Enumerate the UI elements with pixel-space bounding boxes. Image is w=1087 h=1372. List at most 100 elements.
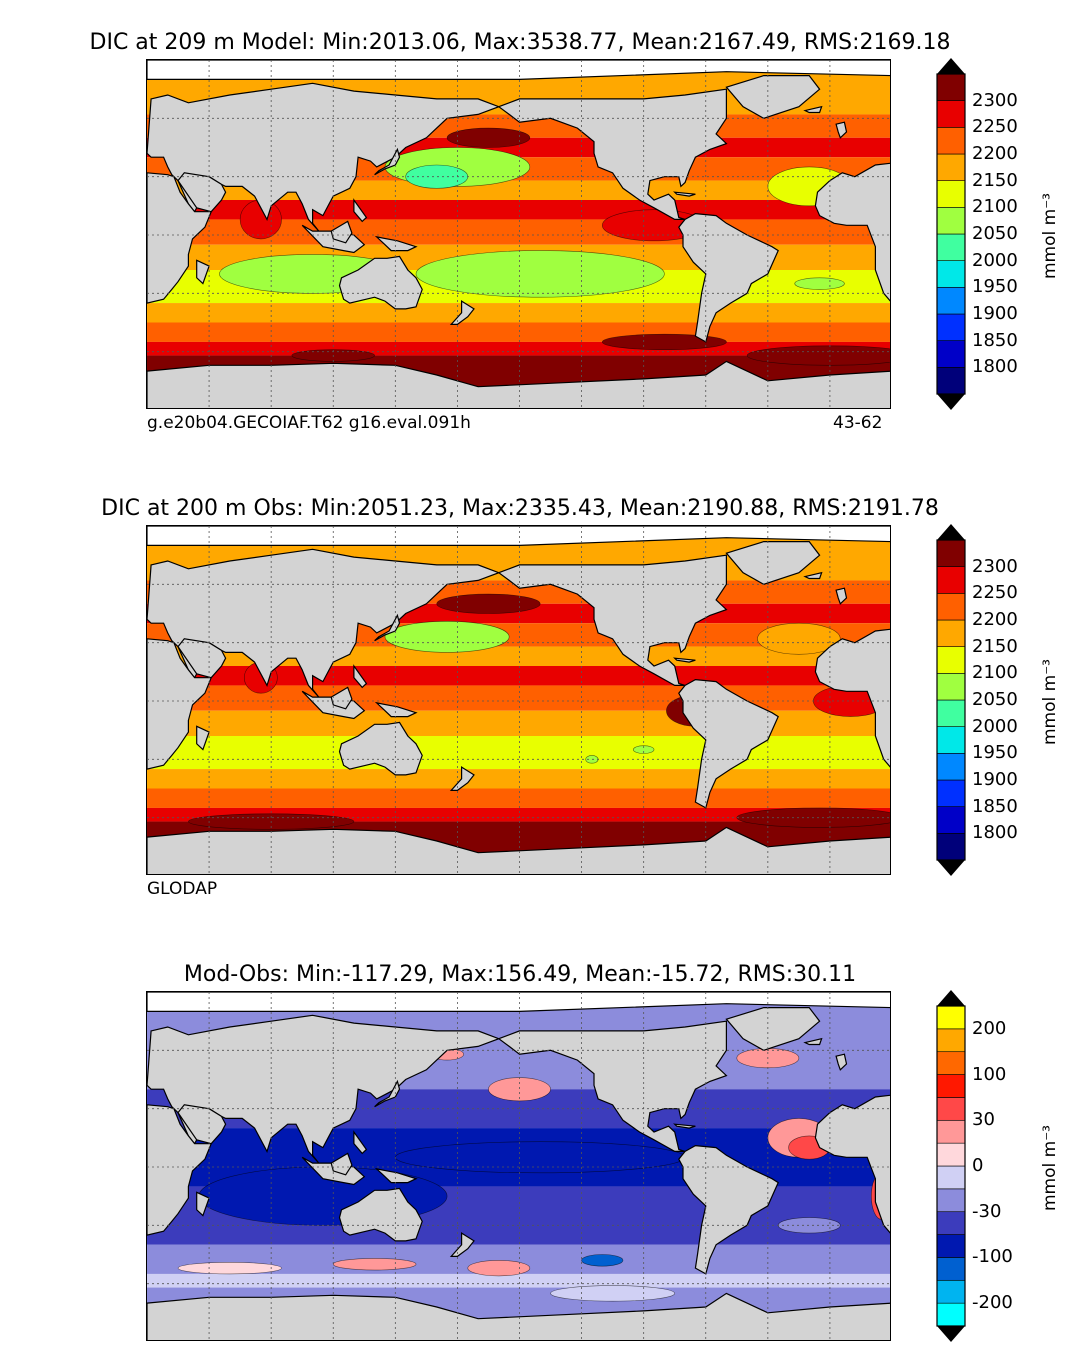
data-source-label: GLODAP [147, 879, 218, 899]
colorbar [936, 524, 966, 876]
colorbar-swatch [936, 100, 966, 128]
land-madagascar [196, 1191, 210, 1217]
colorbar-tick-label: 2200 [972, 143, 1018, 164]
ocean-field [147, 769, 890, 789]
colorbar-extend-max [937, 524, 965, 540]
colorbar-tick-label: 1850 [972, 795, 1018, 817]
colorbar-swatch [936, 1302, 966, 1327]
contour-region [384, 620, 510, 653]
land-namerica [497, 554, 728, 686]
colorbar-swatch [936, 833, 966, 861]
land-nz [449, 300, 475, 325]
colorbar-swatch [936, 779, 966, 807]
contour-region [601, 333, 727, 351]
land-arctic [147, 526, 890, 546]
colorbar-tick-label: 0 [972, 1155, 984, 1176]
land-arabia [177, 172, 227, 213]
land-japan [374, 613, 401, 642]
colorbar-tick-label: 1950 [972, 276, 1018, 298]
land-antarctica [147, 826, 890, 874]
colorbar-tick-label: 1900 [972, 769, 1018, 790]
land-borneo [330, 220, 353, 244]
contour-region [467, 1260, 531, 1277]
contour-region [550, 1285, 676, 1302]
colorbar-swatch [936, 127, 966, 155]
contour-region [395, 1141, 686, 1174]
colorbar-extend-max [937, 990, 965, 1006]
colorbar-swatch [936, 287, 966, 315]
colorbar-swatch [936, 1165, 966, 1190]
colorbar-frame [936, 1005, 966, 1327]
land-philippines [353, 664, 368, 689]
land-nz [449, 766, 475, 791]
colorbar [936, 990, 966, 1342]
colorbar-swatch [936, 1119, 966, 1144]
ocean-field [147, 322, 890, 342]
colorbar-swatch [936, 1234, 966, 1258]
land-arctic [147, 60, 890, 80]
land-borneo [330, 686, 353, 710]
colorbar-swatch [936, 1142, 966, 1167]
colorbar-tick-label: 200 [972, 1017, 1007, 1039]
ocean-field [147, 788, 890, 808]
colorbar-swatch [936, 1097, 966, 1121]
ocean-field [147, 1273, 890, 1288]
map-svg [147, 526, 890, 874]
map-model [146, 59, 891, 409]
colorbar-extend-min [937, 860, 965, 876]
colorbar-swatch [936, 539, 966, 567]
colorbar-swatch [936, 699, 966, 727]
contour-region [794, 277, 845, 290]
land-africa [147, 638, 213, 770]
ocean-field [147, 303, 890, 323]
panel-title: DIC at 200 m Obs: Min:2051.23, Max:2335.… [101, 496, 939, 521]
colorbar-tick-label: 1850 [972, 329, 1018, 351]
colorbar-swatch [936, 646, 966, 674]
colorbar-swatch [936, 753, 966, 781]
colorbar-tick-label: 2300 [972, 89, 1018, 111]
land-png [374, 1167, 418, 1184]
colorbar-tick-label: 2150 [972, 635, 1018, 657]
colorbar-swatch [936, 73, 966, 101]
land-africaWest [814, 162, 890, 302]
contour-region [177, 1261, 282, 1275]
land-antarctica [147, 360, 890, 408]
land-cuba [673, 191, 696, 197]
land-africa [147, 1104, 213, 1236]
contour-region [581, 1254, 624, 1267]
land-iceland [803, 571, 823, 580]
colorbar-swatch [936, 1211, 966, 1235]
land-australia [338, 255, 423, 310]
colorbar-extend-min [937, 394, 965, 410]
land-greenland [725, 75, 821, 119]
colorbar-tick-label: 2150 [972, 169, 1018, 191]
land-nz [449, 1232, 475, 1257]
units-label: mmol m⁻³ [1040, 1125, 1060, 1211]
colorbar-tick-label: 1800 [972, 822, 1018, 844]
units-label: mmol m⁻³ [1040, 193, 1060, 279]
colorbar-swatch [936, 313, 966, 341]
land-iceland [803, 1037, 823, 1046]
colorbar-tick-label: -200 [972, 1292, 1013, 1314]
land-greenland [725, 1007, 821, 1051]
land-png [374, 235, 418, 252]
colorbar-swatch [936, 1028, 966, 1053]
land-greenland [725, 541, 821, 585]
land-japan [374, 1079, 401, 1108]
panel-title: DIC at 209 m Model: Min:2013.06, Max:353… [89, 30, 951, 55]
map-diff [146, 991, 891, 1341]
land-borneo [330, 1152, 353, 1176]
land-samerica [678, 212, 779, 343]
colorbar-tick-label: 2100 [972, 196, 1018, 218]
land-arabia [177, 1104, 227, 1145]
land-australia [338, 1187, 423, 1242]
colorbar-tick-label: 100 [972, 1063, 1007, 1085]
land-japan [374, 147, 401, 176]
units-label: mmol m⁻³ [1040, 659, 1060, 745]
years-label: 43-62 [833, 413, 883, 433]
land-australia [338, 721, 423, 776]
colorbar-tick-label: 1900 [972, 303, 1018, 324]
colorbar-tick-label: 2250 [972, 116, 1018, 138]
colorbar-swatch [936, 1188, 966, 1213]
land-samerica [678, 678, 779, 809]
